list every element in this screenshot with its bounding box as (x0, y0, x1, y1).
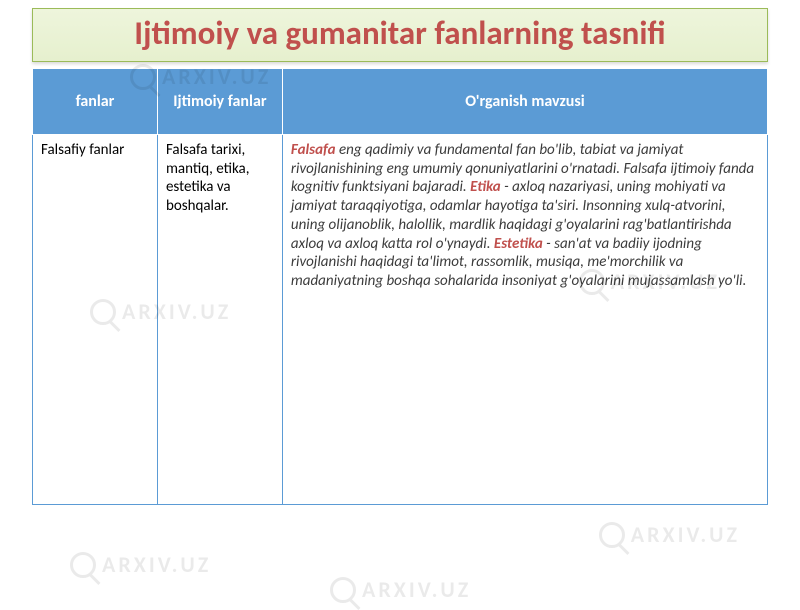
table-header-row: fanlar Ijtimoiy fanlar O'rganish mavzusi (33, 68, 768, 134)
header-organish-mavzusi: O'rganish mavzusi (282, 68, 767, 134)
watermark-text: ARXIV.UZ (102, 551, 211, 578)
keyword-falsafa: Falsafa (291, 141, 336, 159)
watermark-text: ARXIV.UZ (631, 521, 740, 548)
header-ijtimoiy-fanlar: Ijtimoiy fanlar (157, 68, 282, 134)
table-row: Falsafiy fanlar Falsafa tarixi, mantiq, … (33, 134, 768, 504)
watermark: ARXIV.UZ (330, 576, 471, 603)
title-box: Ijtimoiy va gumanitar fanlarning tasnifi (32, 8, 768, 62)
magnifier-icon (330, 577, 356, 603)
keyword-estetika: Estetika (494, 235, 543, 253)
watermark: ARXIV.UZ (599, 521, 740, 548)
cell-description: Falsafa eng qadimiy va fundamental fan b… (282, 134, 767, 504)
watermark-text: ARXIV.UZ (362, 576, 471, 603)
magnifier-icon (70, 552, 96, 578)
cell-fanlar: Falsafiy fanlar (33, 134, 158, 504)
magnifier-icon (599, 522, 625, 548)
watermark: ARXIV.UZ (70, 551, 211, 578)
classification-table: fanlar Ijtimoiy fanlar O'rganish mavzusi… (32, 68, 768, 505)
keyword-etika: Etika (470, 178, 501, 196)
header-fanlar: fanlar (33, 68, 158, 134)
cell-ijtimoiy: Falsafa tarixi, mantiq, etika, estetika … (157, 134, 282, 504)
page-title: Ijtimoiy va gumanitar fanlarning tasnifi (53, 15, 747, 53)
